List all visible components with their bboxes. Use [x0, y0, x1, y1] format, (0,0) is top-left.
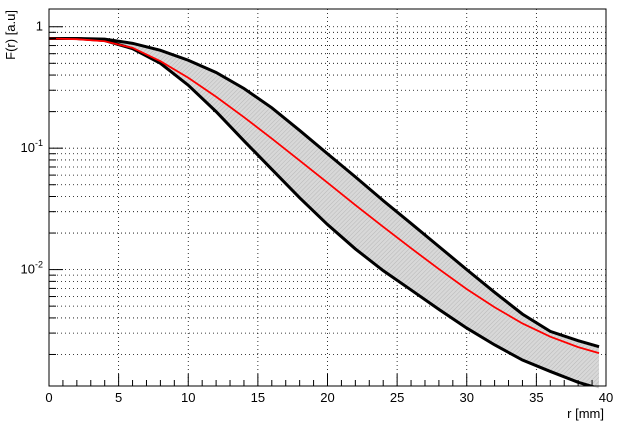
x-tick-label: 5	[115, 390, 122, 405]
x-tick-label: 15	[251, 390, 265, 405]
band-lower-line	[49, 37, 597, 386]
y-axis-title: F(r) [a.u]	[3, 10, 18, 60]
x-tick-label: 40	[599, 390, 613, 405]
x-tick-label: 10	[181, 390, 195, 405]
x-tick-label: 25	[390, 390, 404, 405]
axis-ticks	[48, 26, 607, 386]
grid	[49, 9, 606, 386]
x-tick-label: 20	[320, 390, 334, 405]
band-layer	[49, 37, 600, 389]
y-tick-label: 10-1	[21, 138, 43, 155]
x-tick-label: 35	[529, 390, 543, 405]
tick-labels: 0 5 10 15 20 25 30 35 40 1 10-1 10-2	[21, 19, 614, 405]
x-tick-label: 0	[45, 390, 52, 405]
x-tick-label: 30	[460, 390, 474, 405]
uncertainty-band	[49, 38, 600, 389]
y-tick-label: 10-2	[21, 260, 43, 277]
band-upper-line	[49, 37, 600, 349]
x-axis-title: r [mm]	[567, 406, 604, 421]
series-line-0	[49, 37, 600, 355]
series-layer	[49, 37, 600, 355]
y-tick-label: 1	[36, 19, 43, 34]
